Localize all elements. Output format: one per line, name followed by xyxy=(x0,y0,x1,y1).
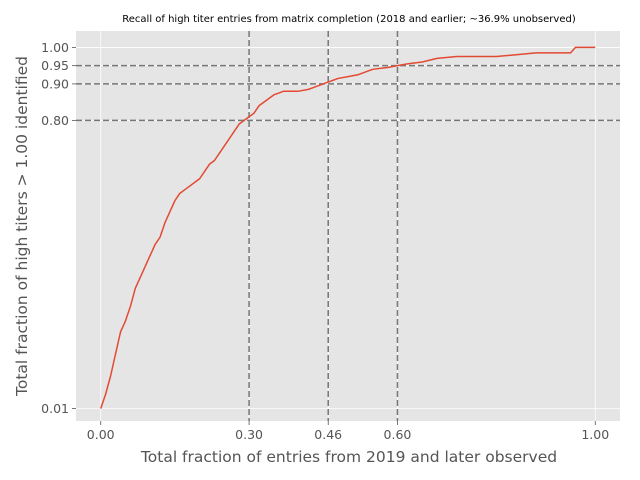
y-tick-label: 0.95 xyxy=(41,58,69,73)
y-tick-label: 0.90 xyxy=(41,76,69,91)
series-layer xyxy=(100,46,596,409)
recall-line xyxy=(100,46,596,409)
plot-area xyxy=(76,31,620,421)
chart-title: Recall of high titer entries from matrix… xyxy=(122,14,576,25)
x-tick-label: 0.30 xyxy=(235,427,263,442)
reference-lines xyxy=(76,31,620,421)
x-tick-label: 0.00 xyxy=(87,427,115,442)
y-tick-label: 1.00 xyxy=(41,40,69,55)
y-ticks: 0.01 0.80 0.90 0.95 1.00 xyxy=(41,40,76,416)
x-tick-label: 0.46 xyxy=(314,427,342,442)
x-tick-label: 1.00 xyxy=(581,427,609,442)
x-axis-label: Total fraction of entries from 2019 and … xyxy=(140,448,557,466)
x-ticks: 0.00 0.30 0.46 0.60 1.00 xyxy=(87,421,609,442)
x-tick-label: 0.60 xyxy=(384,427,412,442)
y-tick-label: 0.80 xyxy=(41,113,69,128)
y-tick-label: 0.01 xyxy=(41,401,69,416)
y-axis-label: Total fraction of high titers > 1.00 ide… xyxy=(13,56,31,397)
